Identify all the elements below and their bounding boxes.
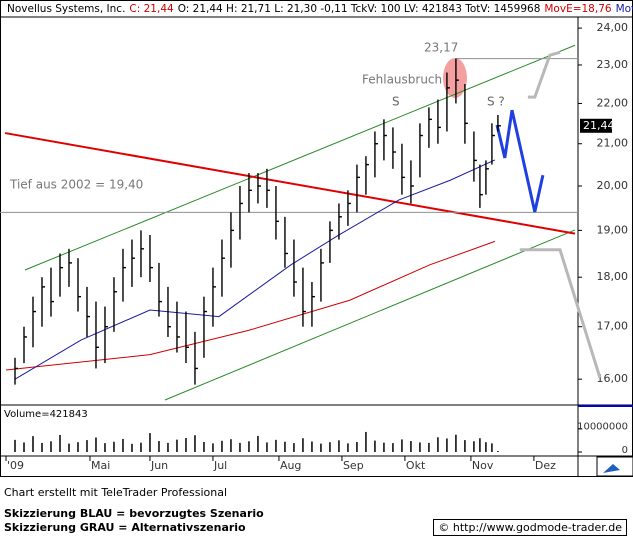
annotation: S [392,95,400,109]
x-tick-label: '09 [7,459,24,472]
x-tick-label: Aug [280,459,301,472]
y-tick-label: 17,00 [597,320,629,333]
trendline [519,248,602,379]
header-text: Novellus Systems, Inc. C: 21,44 O: 21,44 H… [7,3,633,15]
chart: Novellus Systems, Inc. C: 21,44 O: 21,44 H… [0,0,633,477]
x-tick-label: Nov [472,459,494,472]
volume-tick-label: 0 [622,445,628,456]
y-tick-label: 21,00 [597,137,629,150]
y-tick-label: 24,00 [597,21,629,34]
trendline [4,132,576,235]
moving-average [14,159,496,380]
y-tick-label: 19,00 [597,223,629,236]
trendline [527,50,561,99]
x-tick-label: Sep [343,459,364,472]
header: Novellus Systems, Inc. C: 21,44 O: 21,44 H… [7,3,633,15]
y-tick-label: 16,00 [597,372,629,385]
annotation: Fehlausbruch [362,73,442,87]
header-field: O: 21,44 H: 21,71 L: 21,30 -0,11 TckV: 1… [178,3,541,15]
volume-label: Volume=421843 [4,409,88,420]
x-tick-label: Mai [91,459,110,472]
trendline [495,109,545,213]
x-tick-label: Okt [406,459,426,472]
annotation: S ? [487,95,505,109]
header-field: Novellus Systems, Inc. [7,3,125,15]
footnote: Chart erstellt mit TeleTrader Profession… [4,486,228,499]
header-field: C: 21,44 [129,3,174,15]
header-field: MovE=20,61 [616,3,633,15]
x-tick-label: Jun [150,459,168,472]
legend-note: Skizzierung GRAU = Alternativszenario [4,521,246,534]
header-field: MovE=18,76 [544,3,612,15]
y-tick-label: 22,00 [597,96,629,109]
y-tick-label: 23,00 [597,58,629,71]
annotation: Tief aus 2002 = 19,40 [9,178,143,192]
moving-average [5,240,496,371]
legend-note: Skizzierung BLAU = bevorzugtes Szenario [4,507,264,520]
trendline [24,44,576,271]
credit: © http://www.godmode-trader.de [433,519,627,536]
x-tick-label: Jul [213,459,227,472]
volume-tick-label: 10000000 [577,422,628,433]
annotation: 23,17 [424,41,458,55]
last-price-label: 21,44 [583,119,615,132]
trendline [164,229,576,401]
x-tick-label: Dez [535,459,556,472]
y-tick-label: 18,00 [597,270,629,283]
y-tick-label: 20,00 [597,179,629,192]
tool-arrow [603,464,620,473]
last-price-box [580,118,612,133]
